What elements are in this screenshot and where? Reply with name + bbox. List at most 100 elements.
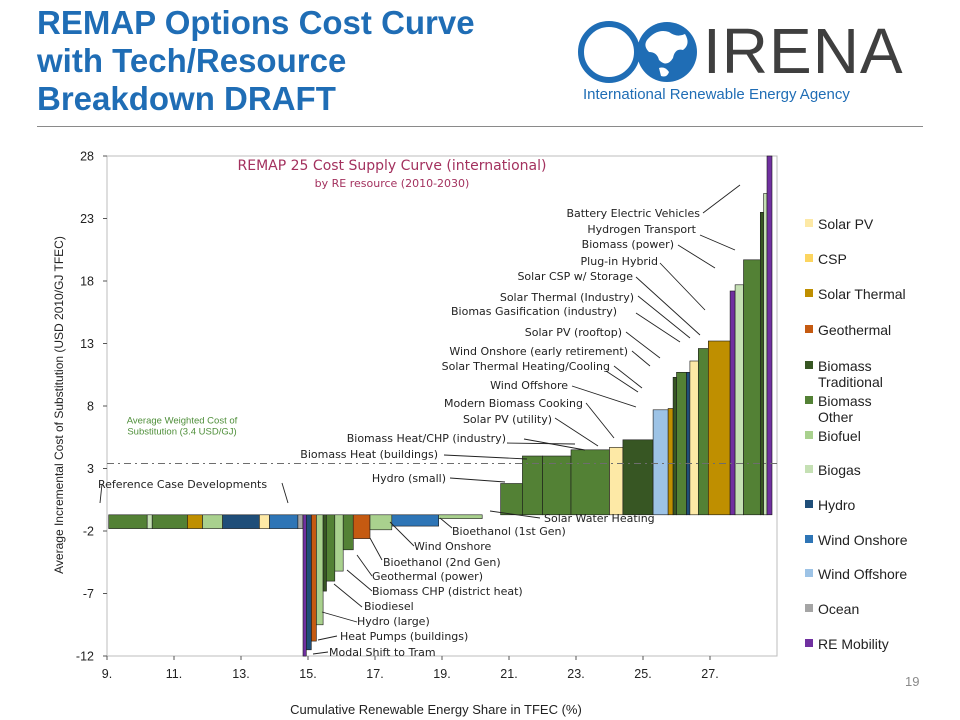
bar-7 [269, 514, 299, 529]
y-tick-label: 3 [87, 462, 94, 476]
bar-24 [542, 455, 572, 516]
y-tick-label: -7 [83, 587, 94, 601]
y-tick-label: 28 [80, 150, 94, 164]
callout-line [99, 483, 103, 504]
callout-line [369, 537, 383, 561]
callout-line [635, 276, 701, 336]
callout-biomass-heat-chp: Biomass Heat/CHP (industry) [347, 432, 506, 445]
legend-swatch [805, 219, 813, 227]
bar-35 [707, 340, 731, 516]
y-tick-label: 23 [80, 212, 94, 226]
callout-line [635, 312, 681, 343]
callout-line [702, 184, 741, 214]
callout-line [333, 583, 363, 608]
callout-modal-shift-tram: Modal Shift to Tram [329, 646, 436, 659]
legend-swatch [805, 254, 813, 262]
callout-reference-case: Reference Case Developments [98, 478, 267, 491]
callout-plugin-hybrid: Plug-in Hybrid [581, 255, 658, 268]
y-tick-label: 18 [80, 275, 94, 289]
callout-line [625, 331, 661, 359]
bar-36 [729, 290, 736, 516]
callout-modern-biomass-cooking: Modern Biomass Cooking [444, 397, 583, 410]
legend-swatch [805, 639, 813, 647]
axis-layer: -12 -7 -2 3 8 13 18 23 28 9. 11. 13. 15. 17. 19. 21. 23.… [76, 150, 719, 682]
callout-battery-ev: Battery Electric Vehicles [566, 207, 700, 220]
bar-26 [609, 446, 624, 516]
bar-10 [305, 514, 312, 651]
callout-line [449, 477, 506, 483]
bar-2 [151, 514, 188, 529]
page-number: 19 [905, 674, 920, 689]
callout-wind-offshore: Wind Offshore [490, 379, 568, 392]
bar-41 [766, 155, 773, 516]
legend-label: RE Mobility [818, 636, 889, 652]
legend-swatch [805, 465, 813, 473]
callout-wind-onshore: Wind Onshore [414, 540, 491, 553]
bar-34 [697, 348, 709, 516]
callout-line [389, 521, 415, 547]
callout-line [637, 295, 691, 339]
chart-subtitle: by RE resource (2010-2030) [315, 177, 470, 190]
callouts-layer [99, 184, 741, 655]
y-tick-label: 8 [87, 400, 94, 414]
callout-biomass-gasification: Biomas Gasification (industry) [451, 305, 617, 318]
legend-label: Biofuel [818, 428, 861, 444]
title-divider [37, 126, 923, 127]
callout-solar-pv-rooftop: Solar PV (rooftop) [525, 326, 622, 339]
bar-40 [763, 193, 768, 516]
x-tick-label: 13. [232, 667, 249, 681]
legend-swatch [805, 500, 813, 508]
x-tick-label: 25. [634, 667, 651, 681]
callout-bioethanol-1st: Bioethanol (1st Gen) [452, 525, 566, 538]
bar-11 [311, 514, 317, 642]
callout-line [356, 554, 373, 577]
y-tick-label: -2 [83, 525, 94, 539]
labels-layer: Battery Electric Vehicles Hydrogen Trans… [98, 207, 700, 659]
bar-13 [322, 514, 327, 592]
callout-line [631, 350, 651, 367]
legend-label: Wind Offshore [818, 566, 908, 582]
callout-line [613, 365, 643, 389]
x-tick-label: 15. [299, 667, 316, 681]
legend-label: Hydro [818, 497, 856, 513]
bar-16 [342, 514, 354, 551]
bar-23 [522, 455, 543, 516]
legend-swatch [805, 289, 813, 297]
callout-solar-thermal-industry: Solar Thermal (Industry) [500, 291, 634, 304]
average-cost-label-line: Average Weighted Cost of [127, 416, 238, 427]
callout-bioethanol-2nd: Bioethanol (2nd Gen) [383, 556, 501, 569]
legend-swatch [805, 604, 813, 612]
bar-33 [689, 360, 699, 516]
legend-label: Biogas [818, 462, 861, 478]
callout-solar-thermal-heating: Solar Thermal Heating/Cooling [442, 360, 610, 373]
legend-swatch [805, 325, 813, 333]
legend-label: Biomass Traditional [818, 358, 883, 390]
legend-label: Solar PV [818, 216, 874, 232]
legend-label: Wind Onshore [818, 532, 908, 548]
logo-subtitle: International Renewable Energy Agency [583, 86, 850, 103]
bar-19 [391, 514, 439, 527]
x-axis-label: Cumulative Renewable Energy Share in TFE… [290, 702, 582, 717]
callout-line [523, 438, 586, 451]
y-tick-label: -12 [76, 650, 94, 664]
legend-swatch [805, 431, 813, 439]
average-cost-label-line: Substitution (3.4 USD/GJ) [127, 427, 236, 438]
callout-biomass-heat-buildings: Biomass Heat (buildings) [300, 448, 438, 461]
bar-12 [316, 514, 324, 626]
bar-29 [667, 408, 674, 516]
legend-label: Biomass Other [818, 393, 872, 425]
bar-14 [326, 514, 336, 582]
globe-icon [578, 21, 697, 83]
x-tick-label: 27. [701, 667, 718, 681]
bar-20 [438, 514, 483, 519]
callout-line [489, 510, 541, 519]
callout-line [321, 611, 358, 623]
bar-18 [369, 514, 393, 531]
callout-biomass-chp: Biomass CHP (district heat) [372, 585, 523, 598]
bar-0 [108, 514, 148, 529]
bar-4 [202, 514, 223, 529]
callout-line [317, 635, 338, 641]
chart-title: REMAP 25 Cost Supply Curve (internationa… [238, 158, 547, 174]
callout-line [312, 651, 329, 655]
